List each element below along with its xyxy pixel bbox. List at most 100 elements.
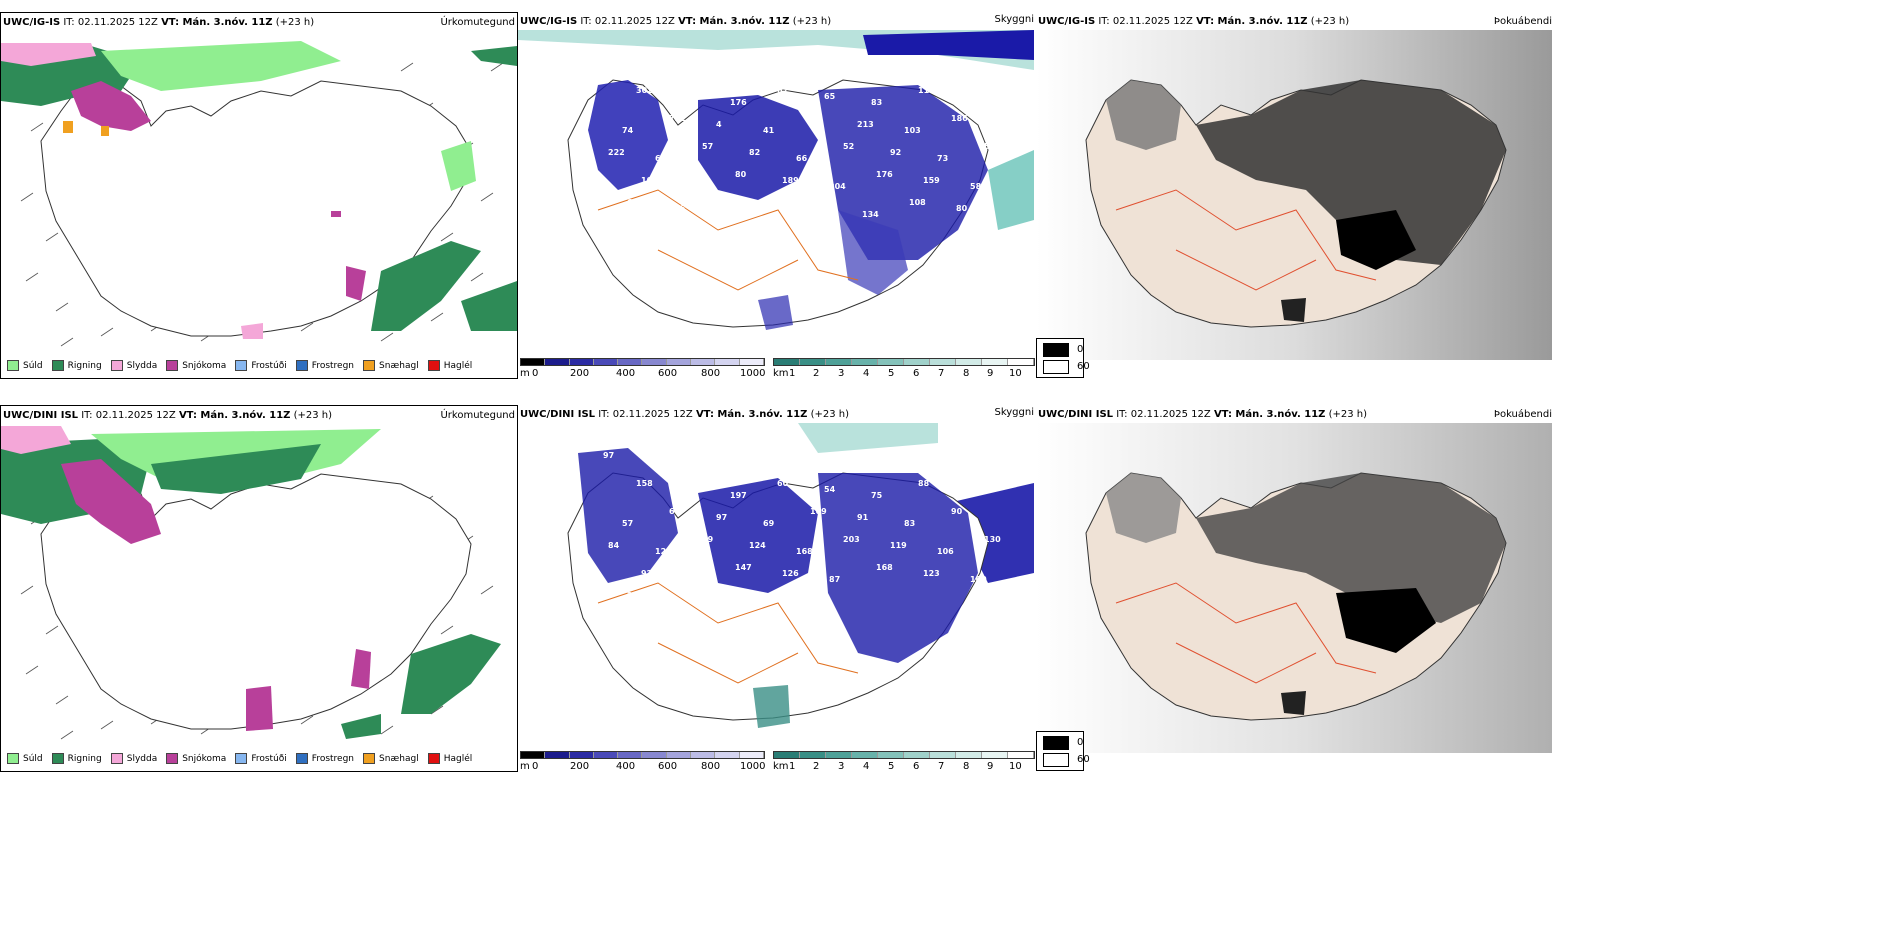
visibility-value-label: 197 — [730, 491, 747, 500]
m-scale-unit: m — [520, 368, 530, 379]
visibility-value-label: 95 — [660, 226, 672, 235]
visibility-value-label: 65 — [824, 92, 836, 101]
panel-corner-title: Úrkomutegund — [440, 410, 515, 421]
visibility-value-label: 114 — [791, 64, 808, 73]
cloud-map — [1036, 30, 1552, 360]
visibility-value-label: 204 — [829, 182, 846, 191]
visibility-value-label: 83 — [871, 98, 882, 107]
visibility-value-label: 80 — [956, 204, 968, 213]
visibility-value-label: 100 — [970, 575, 987, 584]
visibility-value-label: 109 — [810, 507, 827, 516]
visibility-value-label: 168 — [796, 547, 813, 556]
visibility-value-label: 88 — [918, 479, 930, 488]
roads — [1115, 189, 1377, 291]
visibility-value-label: 69 — [763, 519, 775, 528]
visibility-value-label: 158 — [636, 479, 653, 488]
precip-type-map — [1, 31, 517, 361]
visibility-value-label: 130 — [984, 535, 1001, 544]
visibility-value-label: 115 — [688, 182, 705, 191]
visibility-value-label: 159 — [923, 176, 940, 185]
visibility-value-label: 126 — [782, 569, 799, 578]
cloud-map — [1036, 423, 1552, 753]
visibility-value-label: 52 — [843, 142, 854, 151]
panel-corner-title: Skyggni — [994, 14, 1034, 25]
ice-pellets-area — [101, 126, 109, 136]
visibility-value-labels: 68 77 121 111 114 75 106 151 148 302 87 176 62 65 83 11… — [603, 58, 996, 247]
km-scale-unit: km — [773, 368, 789, 379]
visibility-value-label: 81 — [768, 198, 780, 207]
visibility-value-label: 41 — [763, 126, 775, 135]
visibility-value-label: 68 — [603, 58, 615, 67]
visibility-value-label: 87 — [829, 575, 840, 584]
precip-type-panel-row1: UWC/IG-IS IT: 02.11.2025 12Z VT: Mán. 3.… — [0, 12, 518, 379]
legend-item-freezing-rain: Frostregn — [295, 753, 354, 764]
visibility-value-label: 119 — [918, 86, 935, 95]
precip-type-map — [1, 424, 517, 754]
visibility-value-label: 75 — [871, 491, 883, 500]
precip-legend: Súld Rigning Slydda Snjókoma Frostúði Fr… — [7, 753, 481, 764]
visibility-value-label: 62 — [777, 86, 788, 95]
visibility-value-label: 54 — [965, 485, 977, 494]
visibility-value-label: 97 — [603, 451, 614, 460]
visibility-value-label: 60 — [777, 479, 789, 488]
visibility-value-label: 186 — [951, 114, 968, 123]
visibility-value-label: 87 — [683, 92, 694, 101]
panel-corner-title: Skyggni — [994, 407, 1034, 418]
visibility-value-label: 96 — [674, 204, 686, 213]
visibility-value-label: 183 — [683, 485, 700, 494]
visibility-value-label: 52 — [650, 457, 661, 466]
visibility-value-label: 119 — [890, 541, 907, 550]
visibility-value-label: 92 — [641, 569, 652, 578]
visibility-value-label: 92 — [890, 148, 901, 157]
legend-item-rain: Rigning — [51, 360, 102, 371]
model-name: UWC/IG-IS — [3, 17, 61, 28]
visibility-value-label: 55 — [707, 232, 719, 241]
visibility-value-label: 89 — [702, 535, 714, 544]
visibility-value-label: 68 — [669, 507, 681, 516]
visibility-value-label: 121 — [697, 70, 714, 79]
visibility-value-label: 134 — [862, 210, 879, 219]
visibility-value-label: 213 — [857, 120, 874, 129]
visibility-value-label: 139 — [721, 210, 738, 219]
visibility-value-label: 250 — [627, 591, 644, 600]
visibility-value-label: 189 — [782, 176, 799, 185]
legend-item-freezing-drizzle: Frostúði — [235, 360, 287, 371]
visibility-value-label: 58 — [970, 182, 982, 191]
cloud-legend-bottom: 60 — [1077, 361, 1090, 372]
visibility-panel-row1: UWC/IG-IS IT: 02.11.2025 12Z VT: Mán. 3.… — [518, 12, 1036, 379]
legend-item-rain: Rigning — [51, 753, 102, 764]
legend-item-sleet: Slydda — [110, 360, 157, 371]
visibility-value-label: 63 — [627, 198, 638, 207]
cloud-legend: 0 60 — [1036, 338, 1090, 378]
visibility-value-label: 4 — [716, 120, 722, 129]
visibility-value-label: 108 — [909, 198, 926, 207]
visibility-value-label: 103 — [904, 126, 921, 135]
visibility-value-label: 147 — [735, 563, 752, 572]
visibility-value-label: 176 — [876, 170, 893, 179]
panel-header: UWC/IG-IS IT: 02.11.2025 12Z VT: Mán. 3.… — [3, 17, 314, 28]
visibility-value-label: 106 — [937, 547, 954, 556]
panel-corner-title: Úrkomutegund — [440, 17, 515, 28]
visibility-value-label: 151 — [932, 64, 949, 73]
visibility-value-label: 90 — [951, 507, 963, 516]
visibility-value-label: 148 — [979, 70, 996, 79]
visibility-value-label: 83 — [904, 519, 915, 528]
panel-corner-title: Þokuábendi — [1493, 16, 1552, 27]
visibility-value-label: 162 — [885, 451, 902, 460]
visibility-value-label: 302 — [636, 86, 653, 95]
panel-header: UWC/DINI ISL IT: 02.11.2025 12Z VT: Mán.… — [520, 409, 850, 420]
visibility-value-label: 57 — [984, 142, 995, 151]
precip-type-panel-row2: UWC/DINI ISL IT: 02.11.2025 12Z VT: Mán.… — [0, 405, 518, 772]
visibility-value-labels: 97 52 95 157 205 206 162 178 153 158 183 197 60 54 75 8… — [603, 451, 1001, 600]
legend-item-snow: Snjókoma — [166, 753, 226, 764]
visibility-value-label: 39 — [810, 114, 822, 123]
visibility-value-label: 66 — [796, 154, 808, 163]
visibility-value-label: 732 — [669, 114, 686, 123]
visibility-panel-row2: UWC/DINI ISL IT: 02.11.2025 12Z VT: Mán.… — [518, 405, 1036, 772]
precip-legend: Súld Rigning Slydda Snjókoma Frostúði Fr… — [7, 360, 481, 371]
visibility-value-label: 101 — [641, 176, 658, 185]
panel-header: UWC/IG-IS IT: 02.11.2025 12Z VT: Mán. 3.… — [1038, 16, 1350, 27]
visibility-value-label: 57 — [702, 142, 713, 151]
cloud-legend: 0 60 — [1036, 731, 1090, 771]
visibility-value-label: 75 — [838, 70, 850, 79]
